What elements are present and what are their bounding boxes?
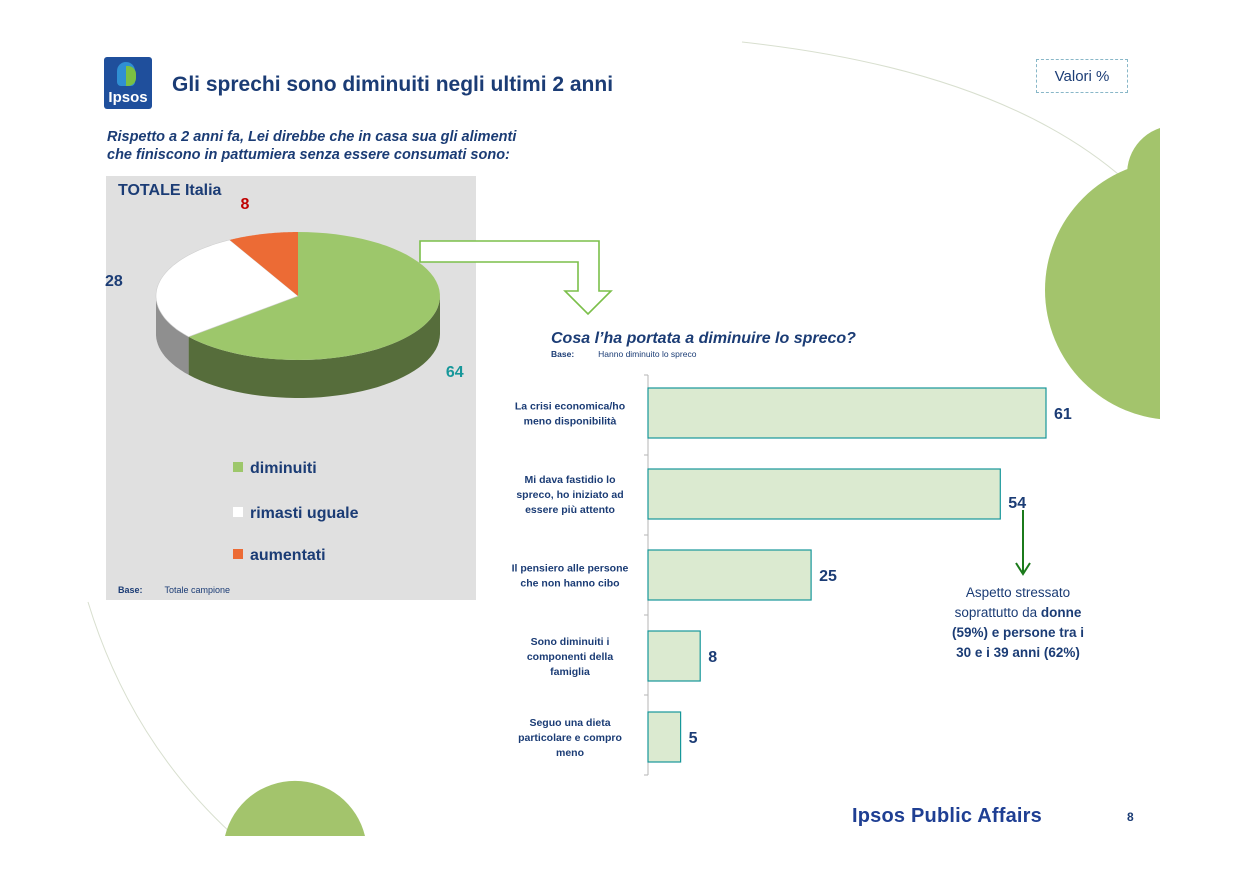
flow-arrow bbox=[419, 240, 613, 316]
pie-slice bbox=[229, 232, 298, 296]
callout-line-4: 30 e i 39 anni (62%) bbox=[956, 645, 1080, 660]
decor-circle-bottom bbox=[225, 780, 365, 836]
bar-category-label: spreco, ho iniziato ad bbox=[516, 489, 623, 501]
legend-swatch bbox=[233, 462, 243, 472]
bar-category-label: Seguo una dieta bbox=[529, 717, 610, 729]
legend-item-diminuiti: diminuiti bbox=[233, 460, 317, 478]
legend-swatch bbox=[233, 507, 243, 517]
legend-label: aumentati bbox=[250, 547, 326, 564]
bar-category-label: che non hanno cibo bbox=[520, 578, 619, 590]
callout-line-2-prefix: soprattutto da bbox=[954, 605, 1041, 620]
bar-base-note: Base: Hanno diminuito lo spreco bbox=[551, 349, 696, 359]
pie-panel-title: TOTALE Italia bbox=[118, 182, 222, 199]
bar-value-label: 5 bbox=[689, 730, 698, 747]
base-value: Hanno diminuito lo spreco bbox=[598, 349, 697, 359]
pie-rim bbox=[156, 296, 189, 375]
bar-category-label: Mi dava fastidio lo bbox=[524, 474, 615, 486]
bar-category-label: Sono diminuiti i bbox=[531, 636, 610, 648]
bar bbox=[647, 549, 812, 601]
callout-arrow bbox=[1015, 510, 1031, 576]
base-label: Base: bbox=[551, 349, 575, 359]
bar bbox=[647, 468, 1001, 520]
pie-rim bbox=[188, 296, 440, 398]
callout-line-1: Aspetto stressato bbox=[965, 585, 1071, 600]
callout-line-2-bold: donne bbox=[1040, 605, 1082, 620]
decor-curve-top bbox=[741, 41, 1126, 181]
bar-category-label: particolare e compro bbox=[518, 732, 622, 744]
pie-value-label: 64 bbox=[446, 364, 464, 381]
legend-item-aumentati: aumentati bbox=[233, 547, 326, 565]
bar-category-label: famiglia bbox=[550, 666, 590, 678]
pie-slice bbox=[188, 232, 440, 360]
ipsos-logo: Ipsos bbox=[104, 57, 152, 109]
decor-curve-left bbox=[87, 601, 233, 835]
bar-value-label: 25 bbox=[819, 568, 837, 585]
callout-text: Aspetto stressato soprattutto da donne (… bbox=[905, 583, 1131, 663]
bar-category-label: La crisi economica/ho bbox=[515, 401, 625, 413]
callout-line-3: (59%) e persone tra i bbox=[951, 625, 1085, 640]
bar bbox=[647, 711, 682, 763]
bar-value-label: 8 bbox=[708, 649, 717, 666]
pie-value-label: 28 bbox=[105, 273, 123, 290]
bar bbox=[647, 387, 1047, 439]
page-number: 8 bbox=[1127, 810, 1134, 824]
page-title: Gli sprechi sono diminuiti negli ultimi … bbox=[172, 73, 614, 96]
footer-brand: Ipsos Public Affairs bbox=[852, 805, 1042, 827]
pie-chart: 64 28 8 bbox=[105, 196, 464, 398]
legend-item-rimasti-uguale: rimasti uguale bbox=[233, 505, 358, 523]
bar-category-label: meno bbox=[556, 747, 584, 759]
bar-category-label: essere più attento bbox=[525, 504, 615, 516]
bar-value-label: 54 bbox=[1008, 495, 1026, 512]
pie-value-label: 8 bbox=[241, 196, 250, 213]
survey-question: Rispetto a 2 anni fa, Lei direbbe che in… bbox=[107, 128, 667, 164]
bar-category-label: meno disponibilità bbox=[524, 416, 617, 428]
question-line-1: Rispetto a 2 anni fa, Lei direbbe che in… bbox=[107, 129, 517, 145]
bar-question: Cosa l’ha portata a diminuire lo spreco? bbox=[551, 330, 856, 347]
pie-slice bbox=[155, 239, 299, 338]
question-line-2: che finiscono in pattumiera senza essere… bbox=[107, 147, 510, 163]
bar-value-label: 61 bbox=[1054, 406, 1072, 423]
values-badge: Valori % bbox=[1036, 59, 1128, 93]
base-label: Base: bbox=[118, 585, 143, 595]
legend-swatch bbox=[233, 549, 243, 559]
legend-label: rimasti uguale bbox=[250, 505, 359, 522]
base-value: Totale campione bbox=[164, 585, 231, 595]
bar bbox=[647, 630, 701, 682]
pie-base-note: Base: Totale campione bbox=[118, 585, 230, 595]
callout-line-2: soprattutto da donne bbox=[905, 603, 1131, 623]
legend-label: diminuiti bbox=[250, 460, 317, 477]
bar-chart: 61 La crisi economica/ho meno disponibilit… bbox=[512, 374, 1072, 776]
logo-text: Ipsos bbox=[108, 89, 148, 106]
bar-category-label: componenti della bbox=[527, 651, 614, 663]
bar-category-label: Il pensiero alle persone bbox=[512, 563, 629, 575]
